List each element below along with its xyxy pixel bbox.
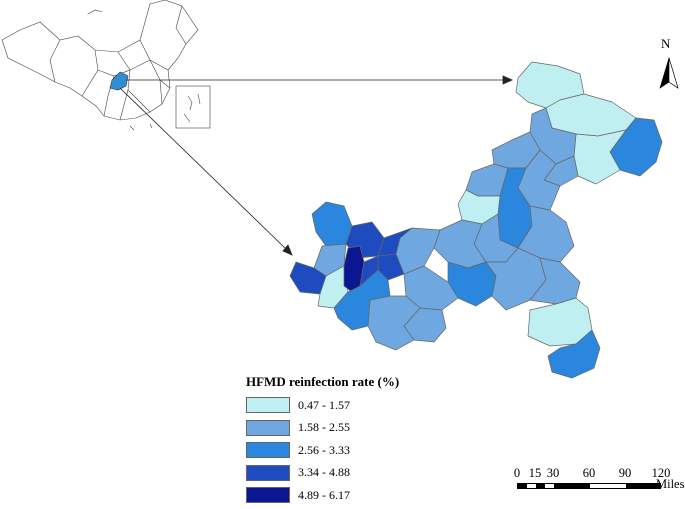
leader-lines: [119, 75, 513, 256]
legend-item: 2.56 - 3.33: [246, 441, 466, 459]
north-label: N: [661, 36, 671, 51]
legend-swatch: [246, 487, 290, 503]
scale-unit-label: Miles: [656, 477, 685, 491]
district-jiulongpo: [359, 255, 379, 287]
scale-tick-label: 60: [582, 466, 596, 480]
scale-segment: [527, 484, 536, 488]
map-figure: [1, 0, 679, 379]
scale-tick-label: 30: [546, 466, 560, 480]
district-xiushan: [547, 329, 601, 379]
north-arrow-icon: [659, 56, 679, 89]
district-qijiang: [367, 295, 421, 351]
scale-segment: [590, 484, 626, 488]
legend-item: 3.34 - 4.88: [246, 464, 466, 482]
north-arrow: N: [657, 36, 681, 92]
china-inset-map: [1, 0, 199, 121]
scale-segment: [554, 484, 590, 488]
scale-tick-label: 90: [618, 466, 632, 480]
scale-bar-graphic: [517, 483, 661, 489]
legend: HFMD reinfection rate (%) 0.47 - 1.57 1.…: [246, 374, 466, 509]
scale-bar: 0 15 30 60 90 120 Miles: [512, 466, 685, 492]
legend-item: 0.47 - 1.57: [246, 396, 466, 414]
legend-swatch: [246, 442, 290, 458]
district-map: [289, 61, 663, 379]
scale-tick-label: 0: [513, 466, 521, 480]
district-hechuan: [311, 201, 353, 247]
legend-swatch: [246, 397, 290, 413]
legend-label: 0.47 - 1.57: [298, 397, 350, 412]
scale-segment: [518, 484, 527, 488]
south-china-sea-inset: [129, 85, 211, 131]
scale-segment: [626, 484, 660, 488]
legend-item: 1.58 - 2.55: [246, 419, 466, 437]
chongqing-highlight: [109, 71, 129, 91]
legend-title: HFMD reinfection rate (%): [246, 374, 400, 389]
scale-tick-label: 120: [651, 466, 671, 480]
legend-swatch: [246, 419, 290, 436]
scale-segment: [536, 484, 545, 488]
district-yuzhong: [377, 227, 413, 257]
legend-label: 4.89 - 6.17: [298, 487, 350, 502]
scale-segment: [545, 484, 554, 488]
scale-tick-label: 15: [528, 466, 542, 480]
legend-item: 4.89 - 6.17: [246, 486, 466, 504]
legend-swatch: [246, 464, 290, 481]
legend-label: 2.56 - 3.33: [298, 442, 350, 457]
legend-label: 3.34 - 4.88: [298, 465, 350, 479]
legend-label: 1.58 - 2.55: [298, 420, 350, 434]
